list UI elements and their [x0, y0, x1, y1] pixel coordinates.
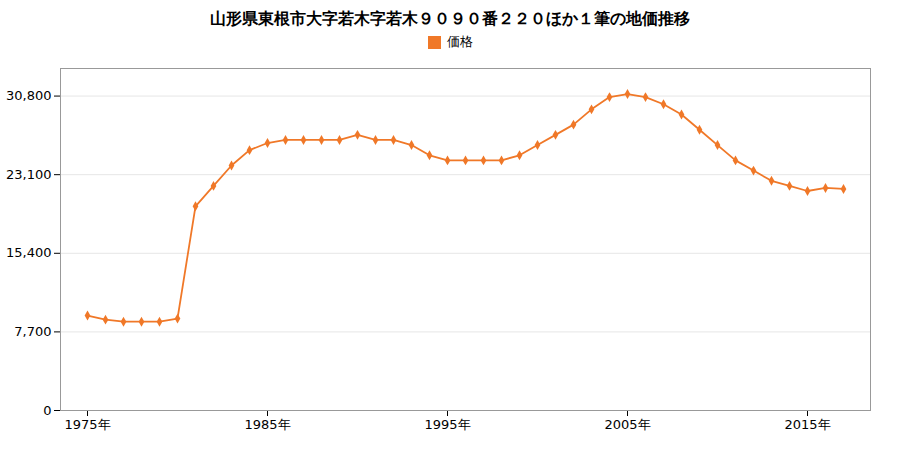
svg-text:30,800: 30,800 — [6, 88, 52, 103]
svg-text:1995年: 1995年 — [424, 417, 470, 432]
svg-text:7,700: 7,700 — [14, 324, 51, 339]
svg-text:23,100: 23,100 — [6, 167, 52, 182]
svg-text:2005年: 2005年 — [604, 417, 650, 432]
svg-text:1985年: 1985年 — [244, 417, 290, 432]
svg-text:15,400: 15,400 — [6, 245, 52, 260]
svg-text:1975年: 1975年 — [64, 417, 110, 432]
html-text:価格: 価格 — [446, 34, 473, 49]
html-text:山形県東根市大字若木字若木９０９０番２２０ほか１筆の地価推移: 山形県東根市大字若木字若木９０９０番２２０ほか１筆の地価推移 — [210, 9, 690, 28]
svg-text:0: 0 — [43, 403, 51, 418]
svg-text:2015年: 2015年 — [784, 417, 830, 432]
